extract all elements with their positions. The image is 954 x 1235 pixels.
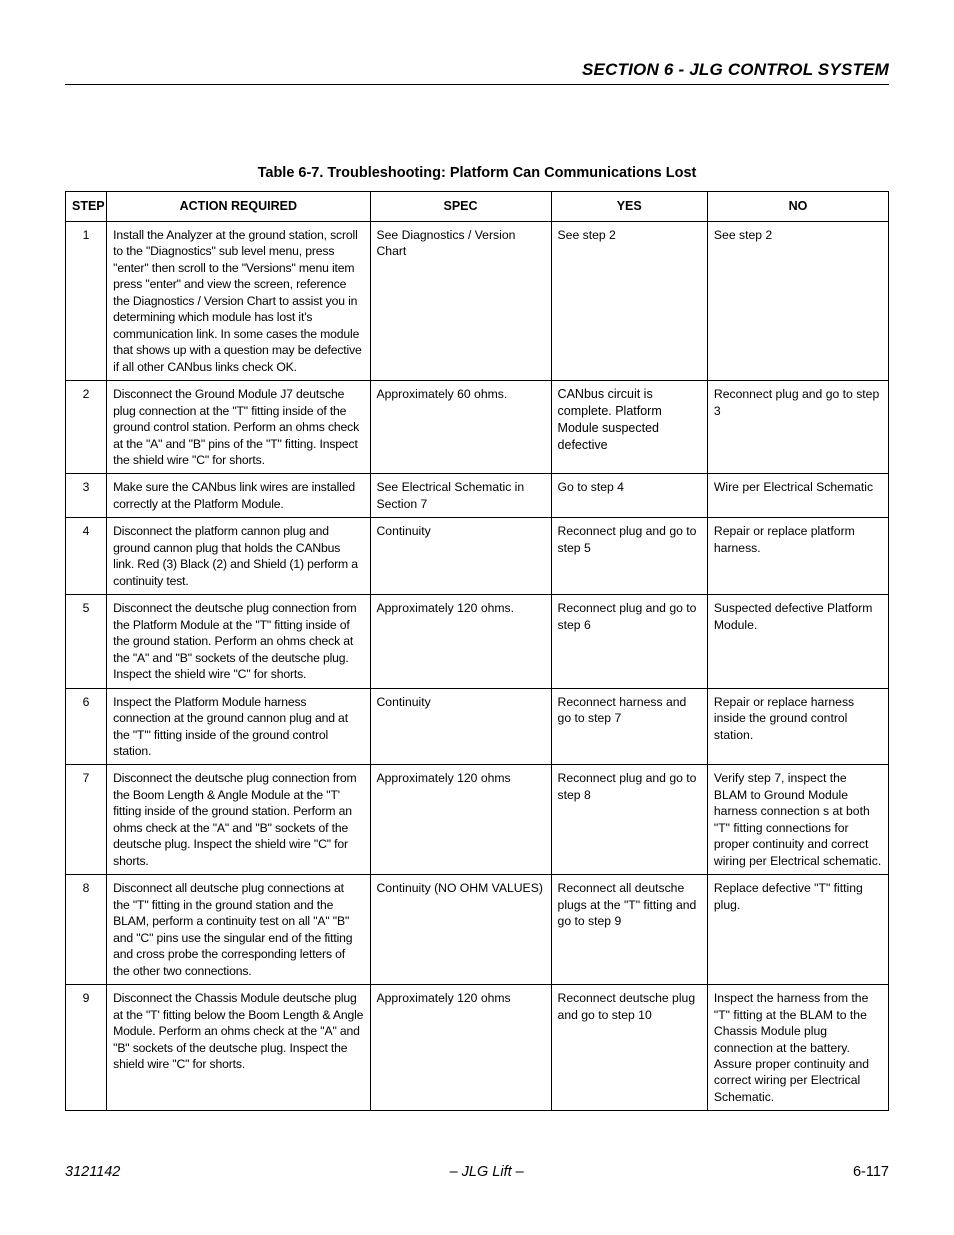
col-no: NO [707, 192, 888, 222]
table-row: 4Disconnect the platform cannon plug and… [66, 518, 889, 595]
cell-yes: Reconnect plug and go to step 6 [551, 595, 707, 688]
cell-no: Suspected defective Platform Module. [707, 595, 888, 688]
cell-no: Inspect the harness from the "T" fitting… [707, 985, 888, 1111]
cell-yes: Reconnect plug and go to step 5 [551, 518, 707, 595]
cell-action: Disconnect the platform cannon plug and … [107, 518, 370, 595]
footer-center: – JLG Lift – [450, 1164, 524, 1180]
cell-step: 5 [66, 595, 107, 688]
cell-yes: Go to step 4 [551, 474, 707, 518]
cell-action: Disconnect the deutsche plug connection … [107, 765, 370, 875]
cell-step: 8 [66, 875, 107, 985]
cell-yes: Reconnect plug and go to step 8 [551, 765, 707, 875]
table-row: 8Disconnect all deutsche plug connection… [66, 875, 889, 985]
cell-spec: See Diagnostics / Version Chart [370, 221, 551, 380]
cell-step: 9 [66, 985, 107, 1111]
cell-spec: Approximately 120 ohms [370, 985, 551, 1111]
cell-spec: Continuity [370, 518, 551, 595]
table-row: 1Install the Analyzer at the ground stat… [66, 221, 889, 380]
table-header-row: STEP ACTION REQUIRED SPEC YES NO [66, 192, 889, 222]
footer-page: 6-117 [853, 1164, 889, 1180]
table-caption: Table 6-7. Troubleshooting: Platform Can… [65, 165, 889, 181]
cell-yes: Reconnect harness and go to step 7 [551, 688, 707, 765]
cell-step: 4 [66, 518, 107, 595]
table-row: 2Disconnect the Ground Module J7 deutsch… [66, 381, 889, 474]
table-row: 6Inspect the Platform Module harness con… [66, 688, 889, 765]
table-body: 1Install the Analyzer at the ground stat… [66, 221, 889, 1111]
cell-no: Repair or replace platform harness. [707, 518, 888, 595]
cell-step: 3 [66, 474, 107, 518]
cell-spec: Approximately 120 ohms [370, 765, 551, 875]
cell-action: Disconnect the deutsche plug connection … [107, 595, 370, 688]
cell-no: Wire per Electrical Schematic [707, 474, 888, 518]
cell-action: Make sure the CANbus link wires are inst… [107, 474, 370, 518]
cell-step: 2 [66, 381, 107, 474]
cell-spec: Approximately 60 ohms. [370, 381, 551, 474]
cell-no: Reconnect plug and go to step 3 [707, 381, 888, 474]
cell-yes: See step 2 [551, 221, 707, 380]
cell-no: Repair or replace harness inside the gro… [707, 688, 888, 765]
cell-yes: Reconnect deutsche plug and go to step 1… [551, 985, 707, 1111]
cell-action: Install the Analyzer at the ground stati… [107, 221, 370, 380]
cell-no: Replace defective "T" fitting plug. [707, 875, 888, 985]
cell-step: 1 [66, 221, 107, 380]
col-yes: YES [551, 192, 707, 222]
table-row: 7Disconnect the deutsche plug connection… [66, 765, 889, 875]
cell-action: Disconnect the Ground Module J7 deutsche… [107, 381, 370, 474]
cell-action: Inspect the Platform Module harness conn… [107, 688, 370, 765]
cell-spec: Continuity [370, 688, 551, 765]
cell-action: Disconnect the Chassis Module deutsche p… [107, 985, 370, 1111]
cell-yes: CANbus circuit is complete. Platform Mod… [551, 381, 707, 474]
cell-no: Verify step 7, inspect the BLAM to Groun… [707, 765, 888, 875]
cell-step: 6 [66, 688, 107, 765]
troubleshooting-table: STEP ACTION REQUIRED SPEC YES NO 1Instal… [65, 191, 889, 1111]
col-spec: SPEC [370, 192, 551, 222]
section-header: SECTION 6 - JLG CONTROL SYSTEM [65, 60, 889, 85]
footer-doc-number: 3121142 [65, 1164, 120, 1180]
col-action: ACTION REQUIRED [107, 192, 370, 222]
table-row: 3Make sure the CANbus link wires are ins… [66, 474, 889, 518]
table-row: 9Disconnect the Chassis Module deutsche … [66, 985, 889, 1111]
cell-action: Disconnect all deutsche plug connections… [107, 875, 370, 985]
cell-step: 7 [66, 765, 107, 875]
cell-no: See step 2 [707, 221, 888, 380]
col-step: STEP [66, 192, 107, 222]
page-footer: 3121142 – JLG Lift – 6-117 [65, 1164, 889, 1180]
cell-spec: See Electrical Schematic in Section 7 [370, 474, 551, 518]
table-row: 5Disconnect the deutsche plug connection… [66, 595, 889, 688]
cell-spec: Approximately 120 ohms. [370, 595, 551, 688]
cell-spec: Continuity (NO OHM VALUES) [370, 875, 551, 985]
cell-yes: Reconnect all deutsche plugs at the "T" … [551, 875, 707, 985]
